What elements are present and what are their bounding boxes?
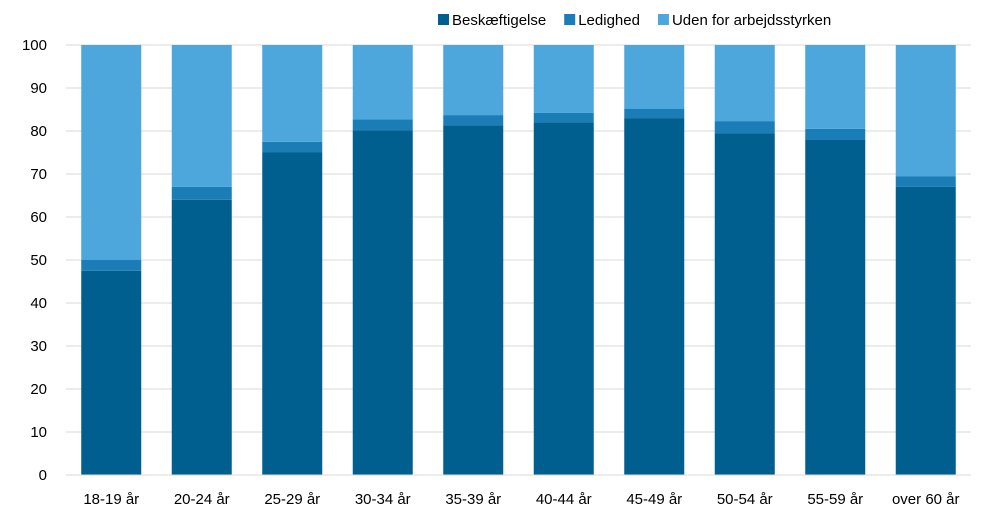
x-tick-label: 18-19 år: [83, 491, 139, 508]
bar-uden-for-arbejdsstyrken-5: [533, 45, 594, 113]
bar-uden-for-arbejdsstyrken-7: [714, 45, 775, 122]
y-tick-label: 40: [30, 295, 47, 312]
bar-ledighed-4: [443, 115, 504, 126]
bar-uden-for-arbejdsstyrken-9: [895, 45, 956, 177]
bar-ledighed-2: [262, 141, 323, 153]
bar-uden-for-arbejdsstyrken-8: [805, 45, 866, 129]
legend-swatch: [438, 14, 449, 25]
legend-swatch: [657, 14, 669, 25]
bar-uden-for-arbejdsstyrken-0: [81, 45, 142, 260]
bars: [81, 45, 956, 476]
bar-ledighed-6: [624, 108, 685, 119]
bar-uden-for-arbejdsstyrken-1: [171, 45, 232, 187]
bar-uden-for-arbejdsstyrken-3: [352, 45, 413, 120]
y-tick-label: 0: [39, 467, 47, 484]
bar-uden-for-arbejdsstyrken-4: [443, 45, 504, 116]
y-tick-label: 100: [22, 37, 47, 54]
y-tick-label: 90: [30, 80, 47, 97]
bar-beskaeftigelse-2: [262, 152, 323, 475]
x-tick-label: 35-39 år: [445, 491, 501, 508]
chart-legend: Beskæftigelse Ledighed Uden for arbejdssty…: [438, 12, 831, 29]
bar-beskaeftigelse-1: [171, 199, 232, 476]
bar-uden-for-arbejdsstyrken-6: [624, 45, 685, 109]
bar-beskaeftigelse-7: [714, 133, 775, 475]
bar-beskaeftigelse-5: [533, 122, 594, 476]
x-tick-label: 25-29 år: [264, 491, 320, 508]
bar-beskaeftigelse-6: [624, 118, 685, 475]
legend-label: Uden for arbejdsstyrken: [672, 12, 831, 29]
x-axis-tick-labels: 18-19 år 20-24 år 25-29 år 30-34 år 35-39 år…: [83, 491, 959, 508]
bar-beskaeftigelse-9: [895, 186, 956, 475]
y-tick-label: 20: [30, 381, 47, 398]
x-tick-label: 20-24 år: [174, 491, 230, 508]
bar-ledighed-9: [895, 176, 956, 187]
x-tick-label: over 60 år: [892, 491, 960, 508]
bar-ledighed-1: [171, 186, 232, 200]
y-tick-label: 10: [30, 424, 47, 441]
bar-beskaeftigelse-0: [81, 270, 142, 475]
bar-ledighed-8: [805, 128, 866, 140]
bar-beskaeftigelse-8: [805, 139, 866, 475]
bar-ledighed-3: [352, 119, 413, 131]
bar-ledighed-7: [714, 121, 775, 134]
x-tick-label: 45-49 år: [626, 491, 682, 508]
x-tick-label: 50-54 år: [717, 491, 773, 508]
y-tick-label: 80: [30, 123, 47, 140]
y-tick-label: 50: [30, 252, 47, 269]
x-tick-label: 30-34 år: [355, 491, 411, 508]
x-tick-label: 40-44 år: [536, 491, 592, 508]
bar-ledighed-5: [533, 112, 594, 123]
bar-uden-for-arbejdsstyrken-2: [262, 45, 323, 142]
bar-beskaeftigelse-3: [352, 130, 413, 475]
legend-swatch: [564, 14, 576, 25]
y-axis-tick-labels: 0 10 20 30 40 50 60 70 80 90 100: [22, 37, 47, 484]
legend-label: Beskæftigelse: [452, 12, 546, 29]
bar-beskaeftigelse-4: [443, 125, 504, 475]
legend-label: Ledighed: [578, 12, 640, 29]
y-tick-label: 30: [30, 338, 47, 355]
x-tick-label: 55-59 år: [807, 491, 863, 508]
y-tick-label: 70: [30, 166, 47, 183]
y-tick-label: 60: [30, 209, 47, 226]
bar-ledighed-0: [81, 260, 142, 271]
